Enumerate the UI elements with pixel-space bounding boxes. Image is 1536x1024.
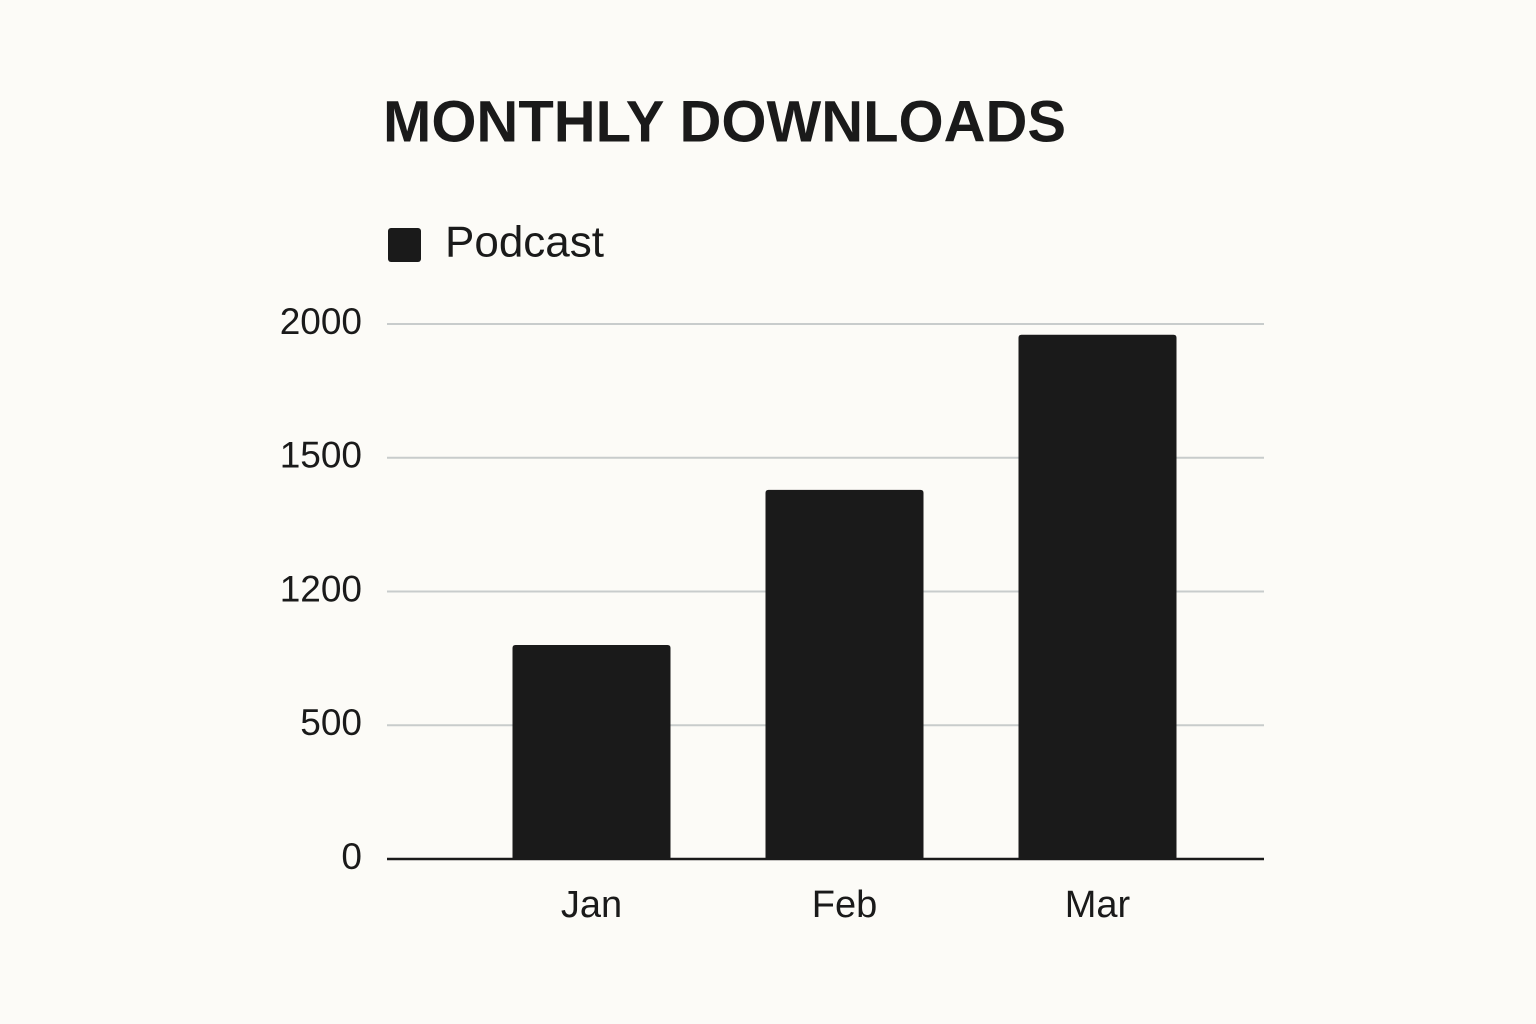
bar	[512, 645, 671, 859]
y-tick-label: 1200	[280, 568, 362, 609]
y-tick-label: 2000	[280, 301, 362, 342]
bar	[765, 489, 924, 859]
x-tick-label: Feb	[812, 884, 877, 926]
y-tick-label: 1500	[280, 435, 362, 476]
x-tick-label: Jan	[561, 884, 622, 926]
legend-swatch	[388, 228, 421, 262]
y-tick-label: 500	[300, 702, 362, 743]
y-tick-label: 0	[341, 836, 362, 877]
chart-title: MONTHLY DOWNLOADS	[383, 89, 1066, 154]
bar	[1018, 334, 1177, 859]
legend-label: Podcast	[445, 218, 604, 267]
x-tick-label: Mar	[1065, 884, 1131, 926]
